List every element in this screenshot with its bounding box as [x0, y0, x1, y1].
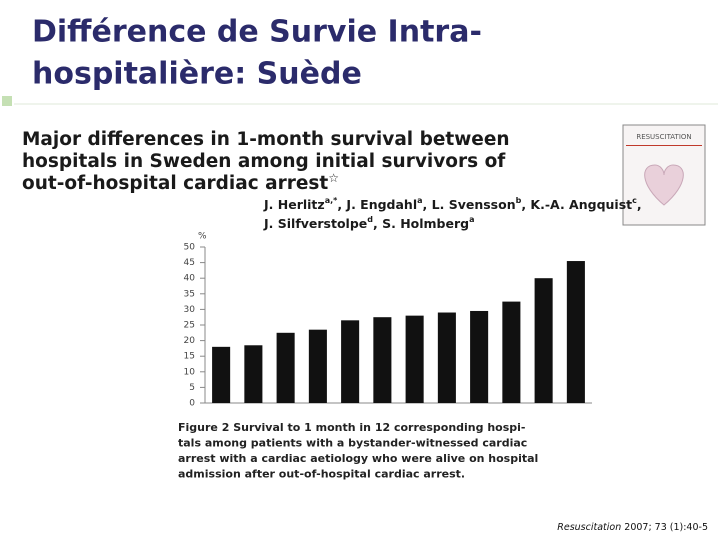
author-name: , L. Svensson: [423, 197, 516, 212]
cover-title: RESUSCITATION: [636, 133, 691, 141]
bar: [341, 320, 360, 403]
citation-ref: 2007; 73 (1):40-5: [621, 522, 708, 533]
y-tick-label: 40: [184, 274, 196, 284]
author-sup: c: [632, 196, 637, 205]
bar: [534, 278, 553, 403]
bar: [276, 332, 295, 403]
y-tick-label: 35: [184, 289, 195, 299]
paper-title: hospitals in Sweden among initial surviv…: [22, 151, 506, 172]
bar: [437, 312, 456, 403]
caption: admission after out-of-hospital cardiac …: [178, 468, 465, 481]
cover-heart: [644, 164, 684, 206]
paper-title: out-of-hospital cardiac arrest☆: [22, 171, 339, 195]
y-tick-label: 20: [184, 336, 196, 346]
y-tick-label: 45: [184, 258, 195, 268]
citation-journal: Resuscitation: [557, 522, 621, 533]
y-tick-label: 50: [184, 243, 196, 253]
bar: [470, 310, 489, 403]
caption: tals among patients with a bystander-wit…: [178, 437, 527, 450]
author-sup: d: [367, 215, 373, 224]
bar: [405, 315, 424, 403]
y-tick-label: 30: [184, 305, 196, 315]
bar: [212, 346, 231, 403]
author-sup: b: [516, 196, 522, 205]
author-name: , J. Engdahl: [337, 197, 417, 212]
y-tick-label: 25: [184, 321, 195, 331]
y-axis-label: %: [198, 232, 207, 242]
author-name: J. Silfverstolpe: [263, 216, 367, 231]
title-mark: ☆: [328, 171, 339, 185]
y-tick-label: 0: [189, 399, 195, 409]
author-name: , K.-A. Angquist: [521, 197, 632, 212]
bar: [502, 301, 521, 403]
y-tick-label: 10: [184, 367, 196, 377]
author-sup: a,*: [325, 196, 338, 205]
cover-rule: [626, 145, 702, 146]
authors: J. Silfverstolped, S. Holmberga: [263, 215, 475, 231]
citation: Resuscitation 2007; 73 (1):40-5: [557, 522, 708, 533]
paper-title: Major differences in 1-month survival be…: [22, 129, 510, 150]
slide-title: hospitalière: Suède: [32, 57, 362, 92]
bar: [566, 261, 585, 403]
bar: [244, 345, 263, 403]
caption: arrest with a cardiac aetiology who were…: [178, 452, 538, 465]
caption: Figure 2 Survival to 1 month in 12 corre…: [178, 421, 526, 434]
bar: [308, 329, 327, 403]
author-sup: a: [469, 215, 474, 224]
cover: [622, 124, 706, 226]
bullet: [2, 96, 12, 106]
author-name: J. Herlitz: [263, 197, 325, 212]
y-tick-label: 5: [189, 383, 195, 393]
slide-title: Différence de Survie Intra-: [32, 15, 482, 50]
y-tick-label: 15: [184, 352, 195, 362]
author-sup: a: [417, 196, 422, 205]
author-name: ,: [637, 197, 642, 212]
author-name: , S. Holmberg: [373, 216, 469, 231]
authors: J. Herlitza,*, J. Engdahla, L. Svenssonb…: [263, 196, 642, 212]
bar: [373, 317, 392, 403]
